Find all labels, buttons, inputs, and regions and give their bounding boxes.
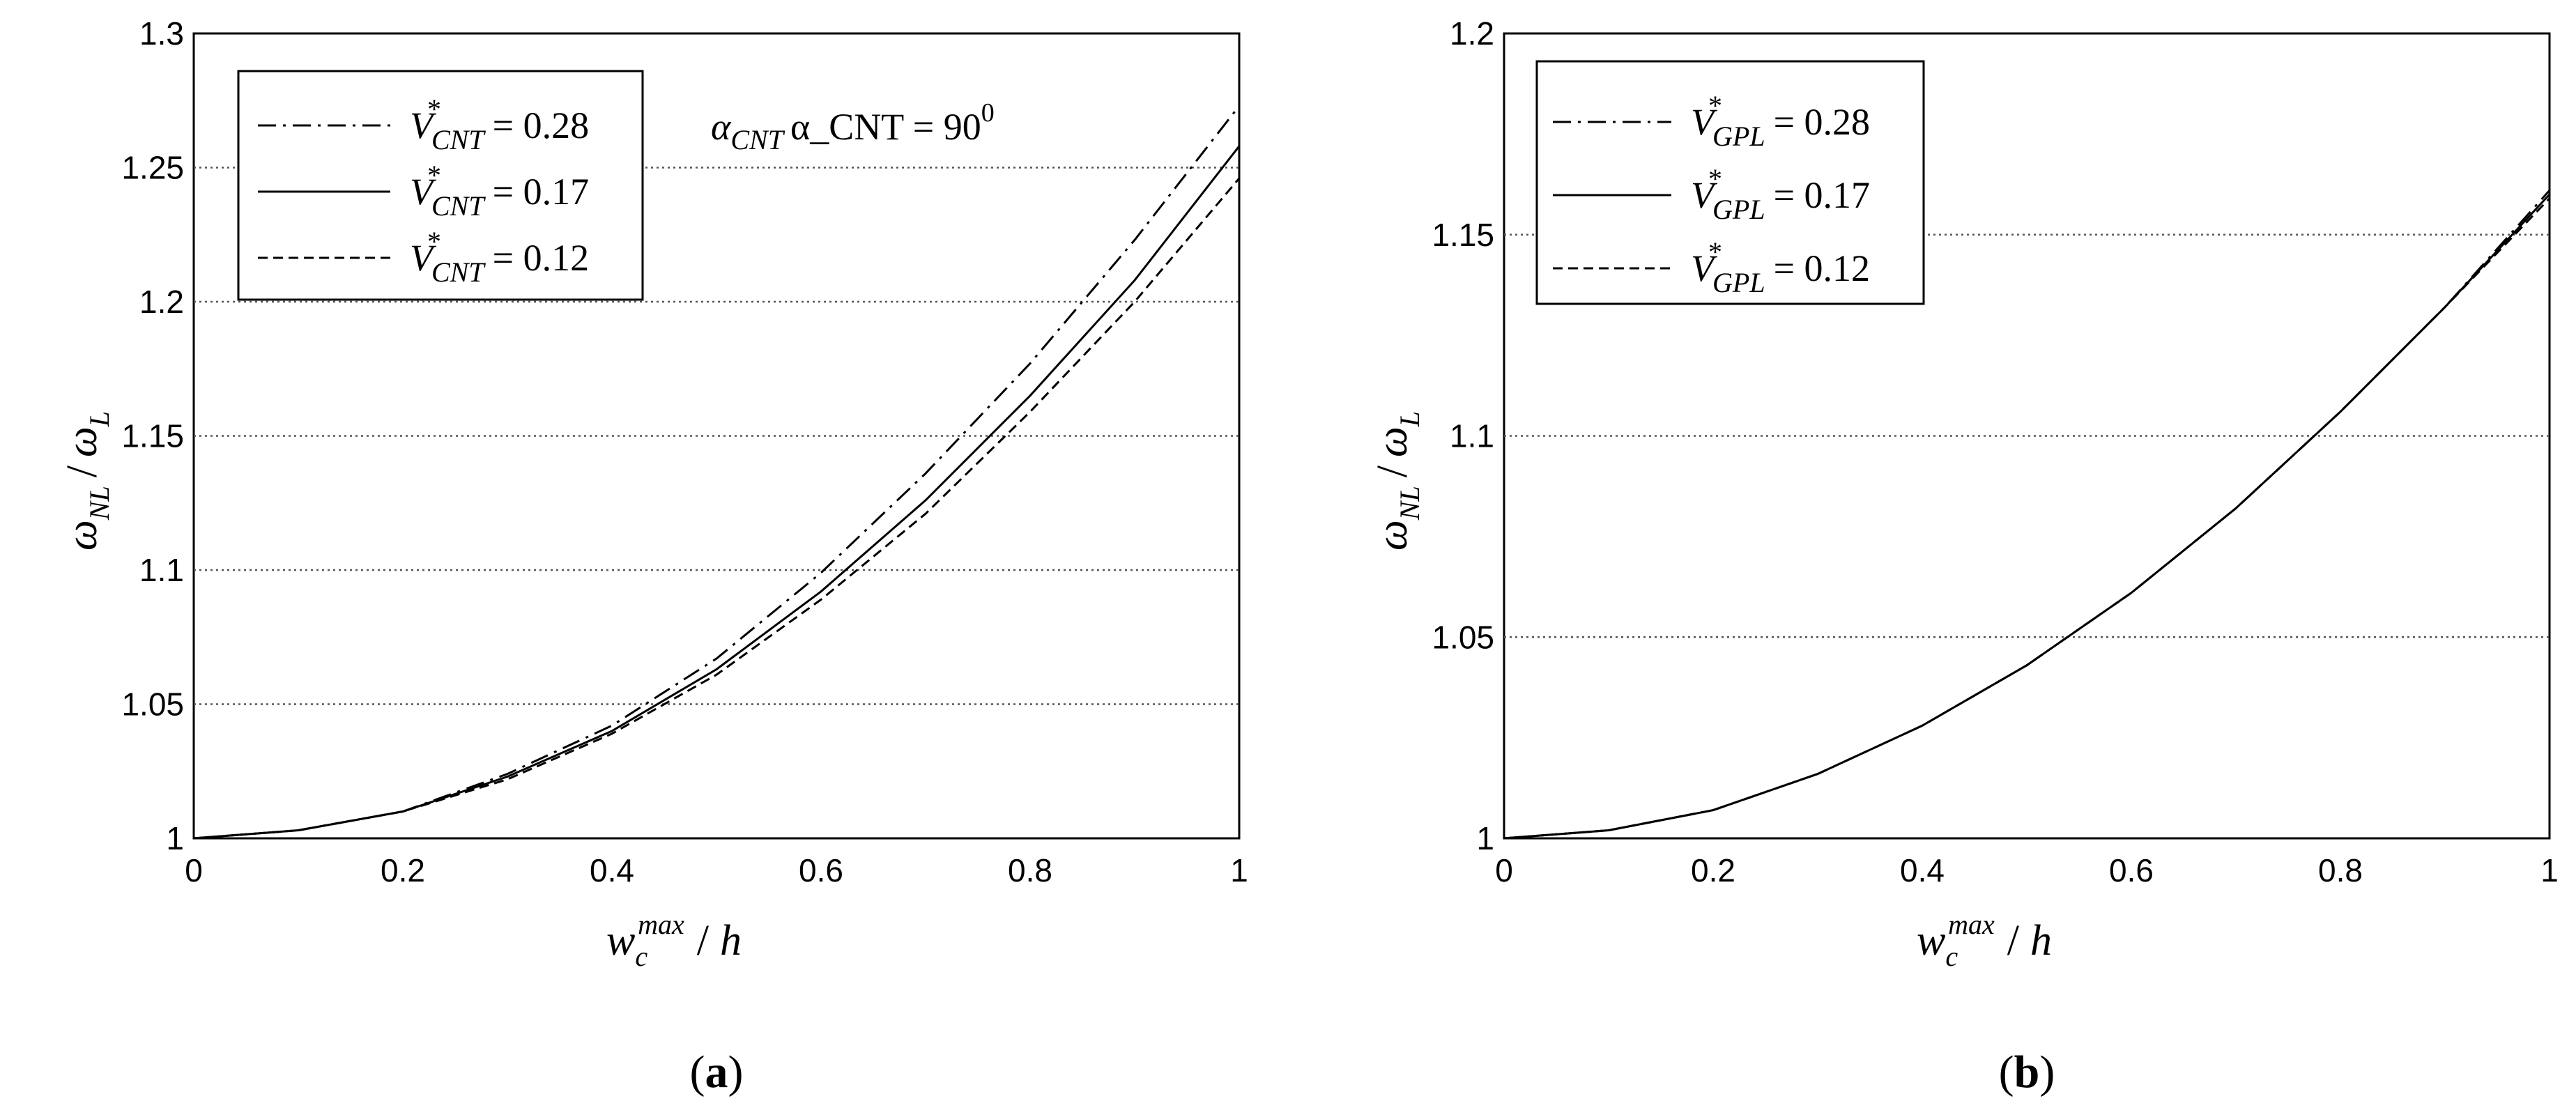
x-axis-label-b: wcmax / h (1917, 909, 2052, 972)
y-tick-label: 1.05 (1432, 619, 1494, 655)
legend-entry-2: V* GPL = 0.17 (1691, 163, 1870, 225)
y-tick-label: 1.15 (1432, 217, 1494, 253)
y-tick-label: 1.2 (139, 284, 184, 320)
y-tick-label: 1 (1476, 820, 1494, 856)
series-line-3 (193, 177, 1241, 840)
x-tick-label: 0.2 (1691, 852, 1735, 888)
y-axis-label-b: ωNL/ωL (1369, 411, 1425, 551)
y-tick-label: 1.1 (139, 552, 184, 588)
x-tick-label: 0.4 (1900, 852, 1945, 888)
legend-b: V* GPL = 0.28 V* GPL = 0.17 V* GPL = 0.12 (1535, 60, 1925, 305)
x-ticks-b: 0 0.2 0.4 0.6 0.8 1 (1495, 852, 2559, 888)
y-tick-label: 1.15 (121, 418, 184, 454)
series-lines-b (1503, 190, 2551, 840)
x-axis-label-a: wcmax / h (606, 909, 742, 972)
x-ticks-a: 0 0.2 0.4 0.6 0.8 1 (185, 852, 1248, 888)
panel-label-b: (b) (1999, 1047, 2055, 1098)
x-tick-label: 0 (185, 852, 203, 888)
y-tick-label: 1.1 (1450, 418, 1494, 454)
chart-panel-b: 1 1.05 1.1 1.15 1.2 0 0.2 0.4 0.6 0.8 1 ωNL/ωL wc… (1369, 15, 2559, 1098)
chart-panel-a: 1 1.05 1.1 1.15 1.2 1.25 1.3 0 0.2 0.4 0.6 0.8 1 ωN… (59, 15, 1248, 1098)
legend-entry-2: V* CNT = 0.17 (410, 160, 589, 222)
annotation-alpha: αCNT α_CNT = 900 (711, 98, 995, 155)
legend-box-a (237, 70, 644, 301)
x-tick-label: 0.8 (1008, 852, 1052, 888)
panel-label-a: (a) (690, 1047, 744, 1098)
series-line-3 (1503, 197, 2551, 840)
legend-a: V* CNT = 0.28V* CNT = 0.17V* CNT = 0.12 (237, 70, 644, 301)
y-tick-label: 1.2 (1450, 15, 1494, 52)
series-lines-a (193, 105, 1241, 840)
y-tick-label: 1.25 (121, 150, 184, 186)
x-tick-label: 0 (1495, 852, 1513, 888)
legend-box-b (1535, 60, 1925, 305)
x-tick-label: 0.4 (590, 852, 634, 888)
y-axis-label-a: ωNL/ωL (59, 411, 115, 551)
legend-entry-3: V* GPL = 0.12 (1691, 236, 1870, 298)
y-ticks-a: 1 1.05 1.1 1.15 1.2 1.25 1.3 (121, 15, 184, 856)
y-tick-label: 1.05 (121, 686, 184, 723)
x-tick-label: 0.8 (2318, 852, 2363, 888)
legend-entry-3: V* CNT = 0.12 (410, 226, 589, 288)
y-tick-label: 1 (166, 820, 184, 856)
x-tick-label: 0.6 (799, 852, 843, 888)
x-tick-label: 1 (1230, 852, 1248, 888)
y-tick-label: 1.3 (139, 15, 184, 52)
y-ticks-b: 1 1.05 1.1 1.15 1.2 (1432, 15, 1494, 856)
legend-entry-1: V* CNT = 0.28 (410, 93, 589, 155)
x-tick-label: 0.2 (381, 852, 425, 888)
x-tick-label: 1 (2540, 852, 2559, 888)
x-tick-label: 0.6 (2109, 852, 2154, 888)
legend-entry-1: V* GPL = 0.28 (1691, 90, 1870, 152)
